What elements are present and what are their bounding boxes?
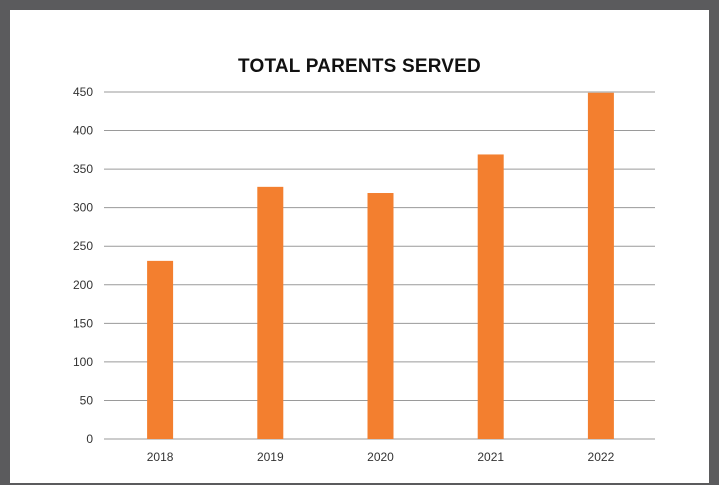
- y-tick-label: 450: [73, 85, 93, 99]
- y-tick-label: 350: [73, 162, 93, 176]
- x-tick-label: 2021: [477, 450, 504, 464]
- bar-2019: [257, 186, 284, 439]
- y-tick-label: 300: [73, 201, 93, 215]
- bar-2022: [587, 92, 614, 439]
- y-tick-label: 400: [73, 124, 93, 138]
- x-tick-label: 2019: [257, 450, 284, 464]
- chart-title: TOTAL PARENTS SERVED: [238, 56, 481, 77]
- x-axis-ticks: 2018 2019 2020 2021 2022: [147, 450, 615, 464]
- bar-2020: [367, 193, 394, 439]
- y-tick-label: 100: [73, 355, 93, 369]
- y-axis-ticks: 0 50 100 150 200 250 300 350 400 450: [73, 85, 93, 446]
- y-tick-label: 200: [73, 278, 93, 292]
- y-tick-label: 0: [86, 432, 93, 446]
- bar-2018: [147, 260, 174, 439]
- x-tick-label: 2022: [588, 450, 615, 464]
- y-tick-label: 150: [73, 316, 93, 330]
- x-tick-label: 2020: [367, 450, 394, 464]
- x-tick-label: 2018: [147, 450, 174, 464]
- y-tick-label: 50: [80, 393, 94, 407]
- bar-2021: [477, 154, 504, 439]
- bars: [147, 92, 614, 439]
- y-tick-label: 250: [73, 239, 93, 253]
